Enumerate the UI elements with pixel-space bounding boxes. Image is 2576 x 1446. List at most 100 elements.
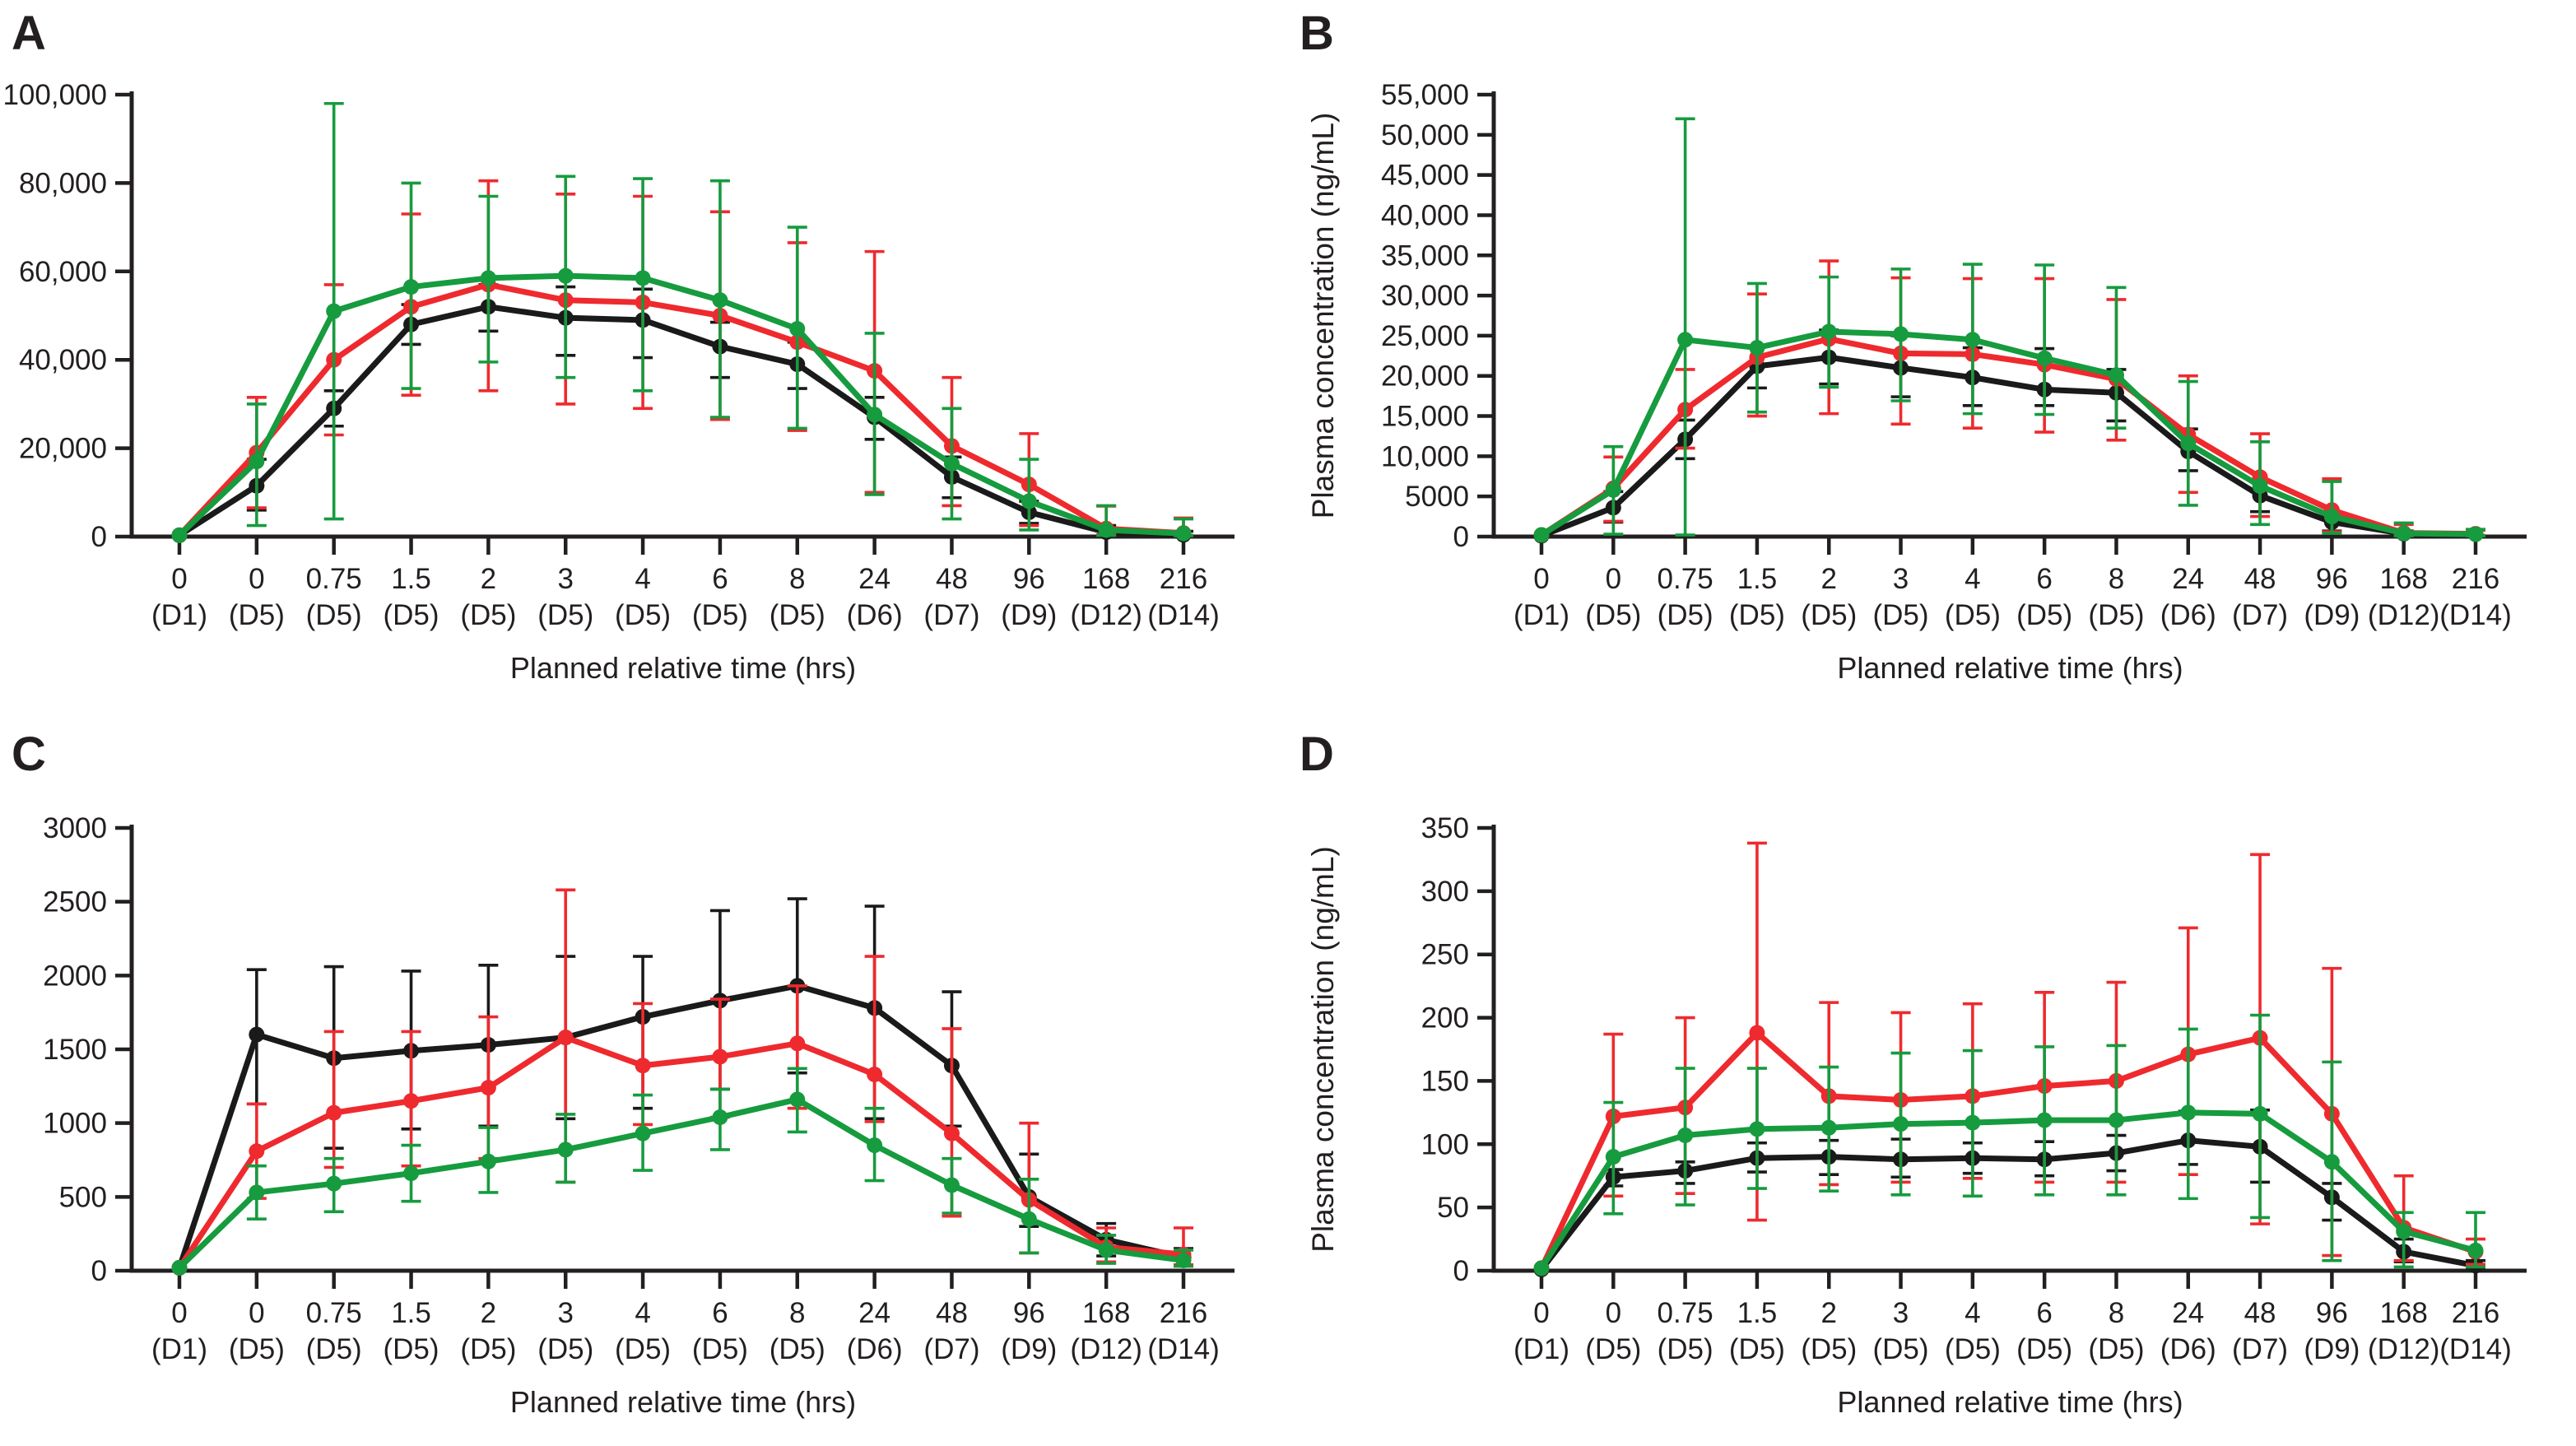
data-point-green (1021, 493, 1037, 509)
x-tick-day-label: (D5) (2016, 1333, 2072, 1365)
x-tick-time-label: 216 (2452, 563, 2499, 595)
y-tick-label: 1500 (43, 1034, 107, 1066)
series-line-green (1538, 1109, 2479, 1272)
x-tick-day-label: (D5) (615, 1333, 671, 1365)
x-tick-time-label: 1.5 (391, 563, 431, 595)
x-axis-ticks: 0 (D1) 0 (D5) 0.75 (D5) 1.5 (D5) 2 (D5) 3 (D5) 4 (D5)… (1514, 1271, 2512, 1365)
x-tick-day-label: (D5) (306, 1333, 362, 1365)
chart-panel-d: D 0 50 100 150 200 250 300 350 0 (D1) 0 (D5) 0.75 (D5)… (1300, 728, 2527, 1419)
x-tick-day-label: (D6) (2160, 599, 2216, 631)
x-tick-day-label: (D5) (770, 599, 825, 631)
data-point-green (789, 1091, 806, 1108)
data-point-black (249, 1026, 265, 1043)
y-tick-label: 100 (1421, 1128, 1469, 1160)
data-point-green (789, 321, 806, 337)
x-tick-day-label: (D5) (1729, 599, 1785, 631)
x-tick-day-label: (D9) (2304, 599, 2360, 631)
x-tick-time-label: 8 (2109, 563, 2124, 595)
x-tick-time-label: 96 (2316, 563, 2348, 595)
x-tick-day-label: (D9) (2304, 1333, 2360, 1365)
series-line-red (176, 1035, 1187, 1271)
x-tick-time-label: 6 (2036, 563, 2052, 595)
data-point-red (867, 1066, 883, 1082)
data-point-green (326, 1175, 342, 1192)
data-point-green (1677, 1128, 1694, 1144)
x-tick-day-label: (D1) (1514, 1333, 1569, 1365)
x-tick-day-label: (D5) (1801, 599, 1857, 631)
data-point-red (480, 1080, 496, 1096)
panel-c: C 0 500 1000 1500 2000 2500 3000 0 (D1) 0 (D5) 0.75 (… (0, 721, 1288, 1442)
x-tick-time-label: 0.75 (1658, 1297, 1713, 1329)
series-black (171, 897, 1193, 1276)
data-point-green (326, 303, 342, 319)
y-tick-label: 200 (1421, 1002, 1469, 1035)
axes (1491, 825, 2527, 1273)
x-tick-day-label: (D12) (1070, 599, 1142, 631)
x-tick-day-label: (D1) (151, 1333, 207, 1365)
y-tick-label: 0 (91, 1255, 107, 1287)
y-tick-label: 55,000 (1381, 79, 1469, 111)
panel-d: D 0 50 100 150 200 250 300 350 0 (D1) 0 (D5) 0.75 (D5)… (1288, 721, 2576, 1442)
data-point-green (2396, 1223, 2412, 1239)
x-tick-time-label: 8 (789, 563, 805, 595)
x-tick-day-label: (D5) (1873, 599, 1929, 631)
series-red (171, 888, 1193, 1276)
data-point-green (1749, 340, 1765, 356)
x-axis-ticks: 0 (D1) 0 (D5) 0.75 (D5) 1.5 (D5) 2 (D5) 3 (D5) 4 (D5)… (151, 1271, 1220, 1365)
x-tick-day-label: (D5) (1801, 1333, 1857, 1365)
x-axis-title: Planned relative time (hrs) (510, 651, 856, 685)
series-line-black (1538, 1137, 2479, 1272)
y-axis-ticks: 0 20,000 40,000 60,000 80,000 100,000 (2, 79, 132, 553)
x-tick-day-label: (D7) (923, 599, 979, 631)
data-point-green (249, 453, 265, 470)
x-tick-day-label: (D5) (1658, 599, 1713, 631)
x-tick-time-label: 24 (2172, 563, 2204, 595)
data-point-green (1820, 1119, 1837, 1136)
data-point-green (1965, 332, 1981, 348)
y-tick-label: 35,000 (1381, 239, 1469, 272)
data-point-red (403, 1093, 420, 1109)
x-tick-time-label: 1.5 (1737, 1297, 1778, 1329)
x-tick-day-label: (D5) (229, 1333, 285, 1365)
data-point-red (326, 1104, 342, 1121)
y-tick-label: 2500 (43, 886, 107, 918)
x-tick-day-label: (D5) (615, 599, 671, 631)
x-tick-time-label: 96 (1013, 1297, 1045, 1329)
x-tick-day-label: (D5) (537, 1333, 593, 1365)
y-tick-label: 350 (1421, 812, 1469, 844)
y-tick-label: 15,000 (1381, 401, 1469, 433)
y-axis-ticks: 0 50 100 150 200 250 300 350 (1421, 812, 1494, 1287)
data-point-red (789, 1035, 806, 1052)
y-axis-ticks: 0 500 1000 1500 2000 2500 3000 (43, 812, 132, 1287)
x-tick-day-label: (D5) (1729, 1333, 1785, 1365)
x-tick-time-label: 96 (1013, 563, 1045, 595)
data-point-green (249, 1184, 265, 1201)
data-point-green (2396, 525, 2412, 542)
x-axis-title: Planned relative time (hrs) (1837, 651, 2183, 685)
data-point-red (249, 1143, 265, 1160)
x-tick-day-label: (D5) (1873, 1333, 1929, 1365)
series-red (171, 179, 1193, 543)
panel-b: B 0 5000 10,000 15,000 20,000 25,000 30,000 35,0… (1288, 0, 2576, 721)
data-point-green (2180, 1104, 2197, 1121)
series-green (171, 101, 1193, 543)
data-point-green (712, 1109, 728, 1125)
x-tick-day-label: (D5) (2016, 599, 2072, 631)
x-tick-time-label: 168 (2379, 563, 2427, 595)
data-point-green (171, 527, 188, 543)
x-tick-day-label: (D12) (1070, 1333, 1142, 1365)
series-line-green (176, 272, 1187, 538)
x-axis-title: Planned relative time (hrs) (510, 1385, 856, 1419)
data-point-red (712, 1048, 728, 1065)
panel-letter-d: D (1300, 728, 1334, 781)
series-line-red (176, 281, 1187, 538)
panel-letter-b: B (1300, 7, 1334, 60)
chart-panel-b: B 0 5000 10,000 15,000 20,000 25,000 30,000 35,0… (1300, 7, 2527, 685)
series-line-green (1538, 328, 2479, 538)
x-tick-time-label: 3 (1893, 1297, 1909, 1329)
x-tick-day-label: (D6) (2160, 1333, 2216, 1365)
x-tick-time-label: 6 (712, 1297, 728, 1329)
x-tick-time-label: 216 (2452, 1297, 2499, 1329)
x-tick-day-label: (D14) (2439, 599, 2512, 631)
x-tick-day-label: (D5) (537, 599, 593, 631)
